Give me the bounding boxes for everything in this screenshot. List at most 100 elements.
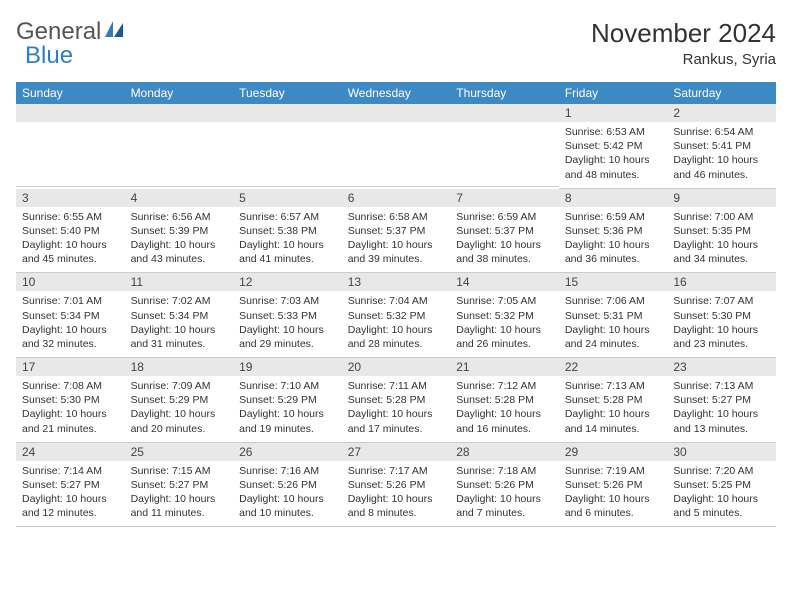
day-number: 10 — [16, 273, 125, 291]
calendar-cell: 22Sunrise: 7:13 AMSunset: 5:28 PMDayligh… — [559, 358, 668, 443]
calendar-cell: 6Sunrise: 6:58 AMSunset: 5:37 PMDaylight… — [342, 189, 451, 274]
daylight-text: Daylight: 10 hours and 39 minutes. — [348, 238, 445, 266]
sunrise-text: Sunrise: 7:07 AM — [673, 294, 770, 308]
daylight-text: Daylight: 10 hours and 32 minutes. — [22, 323, 119, 351]
sunrise-text: Sunrise: 7:13 AM — [673, 379, 770, 393]
day-number: 14 — [450, 273, 559, 291]
sunset-text: Sunset: 5:28 PM — [565, 393, 662, 407]
sunrise-text: Sunrise: 7:03 AM — [239, 294, 336, 308]
calendar-row: 17Sunrise: 7:08 AMSunset: 5:30 PMDayligh… — [16, 358, 776, 443]
day-number: 25 — [125, 443, 234, 461]
day-body: Sunrise: 7:19 AMSunset: 5:26 PMDaylight:… — [559, 461, 668, 527]
sunrise-text: Sunrise: 7:11 AM — [348, 379, 445, 393]
calendar-cell: 17Sunrise: 7:08 AMSunset: 5:30 PMDayligh… — [16, 358, 125, 443]
sunset-text: Sunset: 5:35 PM — [673, 224, 770, 238]
sunrise-text: Sunrise: 7:08 AM — [22, 379, 119, 393]
calendar-cell: 1Sunrise: 6:53 AMSunset: 5:42 PMDaylight… — [559, 104, 668, 189]
sunset-text: Sunset: 5:31 PM — [565, 309, 662, 323]
blank-day-strip — [342, 104, 451, 122]
daylight-text: Daylight: 10 hours and 31 minutes. — [131, 323, 228, 351]
sunrise-text: Sunrise: 6:59 AM — [456, 210, 553, 224]
daylight-text: Daylight: 10 hours and 38 minutes. — [456, 238, 553, 266]
daylight-text: Daylight: 10 hours and 10 minutes. — [239, 492, 336, 520]
logo-word2: Blue — [25, 42, 73, 70]
sunset-text: Sunset: 5:26 PM — [348, 478, 445, 492]
calendar-cell: 29Sunrise: 7:19 AMSunset: 5:26 PMDayligh… — [559, 443, 668, 528]
daylight-text: Daylight: 10 hours and 19 minutes. — [239, 407, 336, 435]
day-body: Sunrise: 7:08 AMSunset: 5:30 PMDaylight:… — [16, 376, 125, 442]
day-number: 11 — [125, 273, 234, 291]
day-number: 23 — [667, 358, 776, 376]
blank-day-body — [342, 122, 451, 186]
day-number: 1 — [559, 104, 668, 122]
daylight-text: Daylight: 10 hours and 5 minutes. — [673, 492, 770, 520]
sunset-text: Sunset: 5:34 PM — [131, 309, 228, 323]
daylight-text: Daylight: 10 hours and 17 minutes. — [348, 407, 445, 435]
day-number: 6 — [342, 189, 451, 207]
daylight-text: Daylight: 10 hours and 11 minutes. — [131, 492, 228, 520]
day-number: 15 — [559, 273, 668, 291]
day-number: 20 — [342, 358, 451, 376]
calendar-cell: 5Sunrise: 6:57 AMSunset: 5:38 PMDaylight… — [233, 189, 342, 274]
day-number: 28 — [450, 443, 559, 461]
calendar-table: Sunday Monday Tuesday Wednesday Thursday… — [16, 82, 776, 527]
day-body: Sunrise: 7:12 AMSunset: 5:28 PMDaylight:… — [450, 376, 559, 442]
calendar-cell: 25Sunrise: 7:15 AMSunset: 5:27 PMDayligh… — [125, 443, 234, 528]
daylight-text: Daylight: 10 hours and 21 minutes. — [22, 407, 119, 435]
calendar-row: 24Sunrise: 7:14 AMSunset: 5:27 PMDayligh… — [16, 443, 776, 528]
calendar-cell: 2Sunrise: 6:54 AMSunset: 5:41 PMDaylight… — [667, 104, 776, 189]
calendar-cell — [16, 104, 125, 189]
day-number: 22 — [559, 358, 668, 376]
calendar-cell: 21Sunrise: 7:12 AMSunset: 5:28 PMDayligh… — [450, 358, 559, 443]
daylight-text: Daylight: 10 hours and 23 minutes. — [673, 323, 770, 351]
daylight-text: Daylight: 10 hours and 46 minutes. — [673, 153, 770, 181]
daylight-text: Daylight: 10 hours and 16 minutes. — [456, 407, 553, 435]
daylight-text: Daylight: 10 hours and 29 minutes. — [239, 323, 336, 351]
day-body: Sunrise: 6:54 AMSunset: 5:41 PMDaylight:… — [667, 122, 776, 188]
day-number: 3 — [16, 189, 125, 207]
sunrise-text: Sunrise: 6:55 AM — [22, 210, 119, 224]
day-number: 7 — [450, 189, 559, 207]
day-body: Sunrise: 7:02 AMSunset: 5:34 PMDaylight:… — [125, 291, 234, 357]
calendar-cell: 19Sunrise: 7:10 AMSunset: 5:29 PMDayligh… — [233, 358, 342, 443]
day-body: Sunrise: 7:06 AMSunset: 5:31 PMDaylight:… — [559, 291, 668, 357]
calendar-cell: 9Sunrise: 7:00 AMSunset: 5:35 PMDaylight… — [667, 189, 776, 274]
day-body: Sunrise: 6:59 AMSunset: 5:36 PMDaylight:… — [559, 207, 668, 273]
calendar-cell: 18Sunrise: 7:09 AMSunset: 5:29 PMDayligh… — [125, 358, 234, 443]
day-body: Sunrise: 7:09 AMSunset: 5:29 PMDaylight:… — [125, 376, 234, 442]
day-body: Sunrise: 7:13 AMSunset: 5:28 PMDaylight:… — [559, 376, 668, 442]
logo-sail-icon — [103, 18, 125, 46]
calendar-cell: 20 Sunrise: 7:11 AMSunset: 5:28 PMDayligh… — [342, 358, 451, 443]
daylight-text: Daylight: 10 hours and 12 minutes. — [22, 492, 119, 520]
calendar-cell: 12Sunrise: 7:03 AMSunset: 5:33 PMDayligh… — [233, 273, 342, 358]
day-header: Saturday — [667, 82, 776, 104]
sunrise-text: Sunrise: 7:00 AM — [673, 210, 770, 224]
daylight-text: Daylight: 10 hours and 48 minutes. — [565, 153, 662, 181]
sunset-text: Sunset: 5:28 PM — [348, 393, 445, 407]
calendar-cell: 24Sunrise: 7:14 AMSunset: 5:27 PMDayligh… — [16, 443, 125, 528]
day-header: Thursday — [450, 82, 559, 104]
daylight-text: Daylight: 10 hours and 28 minutes. — [348, 323, 445, 351]
calendar-cell: 30Sunrise: 7:20 AMSunset: 5:25 PMDayligh… — [667, 443, 776, 528]
calendar-cell — [342, 104, 451, 189]
day-header: Sunday — [16, 82, 125, 104]
blank-day-strip — [125, 104, 234, 122]
day-body: Sunrise: 7:03 AMSunset: 5:33 PMDaylight:… — [233, 291, 342, 357]
sunset-text: Sunset: 5:29 PM — [131, 393, 228, 407]
blank-day-strip — [450, 104, 559, 122]
day-number: 26 — [233, 443, 342, 461]
calendar-cell: 4Sunrise: 6:56 AMSunset: 5:39 PMDaylight… — [125, 189, 234, 274]
sunset-text: Sunset: 5:37 PM — [456, 224, 553, 238]
sunrise-text: Sunrise: 7:15 AM — [131, 464, 228, 478]
sunset-text: Sunset: 5:33 PM — [239, 309, 336, 323]
sunrise-text: Sunrise: 7:18 AM — [456, 464, 553, 478]
sunset-text: Sunset: 5:29 PM — [239, 393, 336, 407]
sunrise-text: Sunrise: 6:58 AM — [348, 210, 445, 224]
daylight-text: Daylight: 10 hours and 7 minutes. — [456, 492, 553, 520]
day-body: Sunrise: 7:13 AMSunset: 5:27 PMDaylight:… — [667, 376, 776, 442]
sunrise-text: Sunrise: 7:10 AM — [239, 379, 336, 393]
calendar-cell: 10Sunrise: 7:01 AMSunset: 5:34 PMDayligh… — [16, 273, 125, 358]
calendar-cell: 27Sunrise: 7:17 AMSunset: 5:26 PMDayligh… — [342, 443, 451, 528]
daylight-text: Daylight: 10 hours and 6 minutes. — [565, 492, 662, 520]
daylight-text: Daylight: 10 hours and 36 minutes. — [565, 238, 662, 266]
